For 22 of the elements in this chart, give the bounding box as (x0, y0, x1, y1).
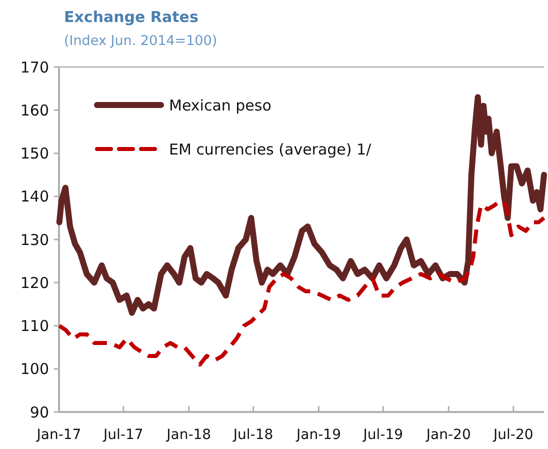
x-tick-label: Jan-19 (296, 427, 341, 443)
y-tick-label: 100 (20, 360, 49, 378)
x-tick-label: Jan-18 (166, 427, 212, 443)
chart-subtitle: (Index Jun. 2014=100) (64, 33, 218, 49)
y-tick-label: 150 (20, 144, 49, 162)
y-tick-label: 130 (20, 230, 49, 249)
y-tick-label: 110 (20, 317, 49, 335)
y-tick-label: 140 (20, 188, 49, 206)
chart-title: Exchange Rates (64, 8, 198, 26)
y-tick-label: 160 (20, 101, 49, 120)
y-tick-label: 90 (30, 403, 49, 422)
legend-label: EM currencies (average) 1/ (169, 140, 372, 158)
y-tick-label: 170 (20, 58, 49, 76)
x-tick-label: Jan-17 (36, 427, 82, 443)
x-tick-label: Jul-20 (492, 427, 534, 443)
y-tick-label: 120 (20, 274, 49, 292)
x-tick-label: Jan-20 (425, 427, 471, 443)
x-tick-label: Jul-17 (102, 427, 144, 443)
x-tick-label: Jul-18 (232, 427, 274, 443)
x-tick-label: Jul-19 (362, 427, 404, 443)
line-series (57, 198, 546, 367)
legend-label: Mexican peso (169, 96, 272, 114)
